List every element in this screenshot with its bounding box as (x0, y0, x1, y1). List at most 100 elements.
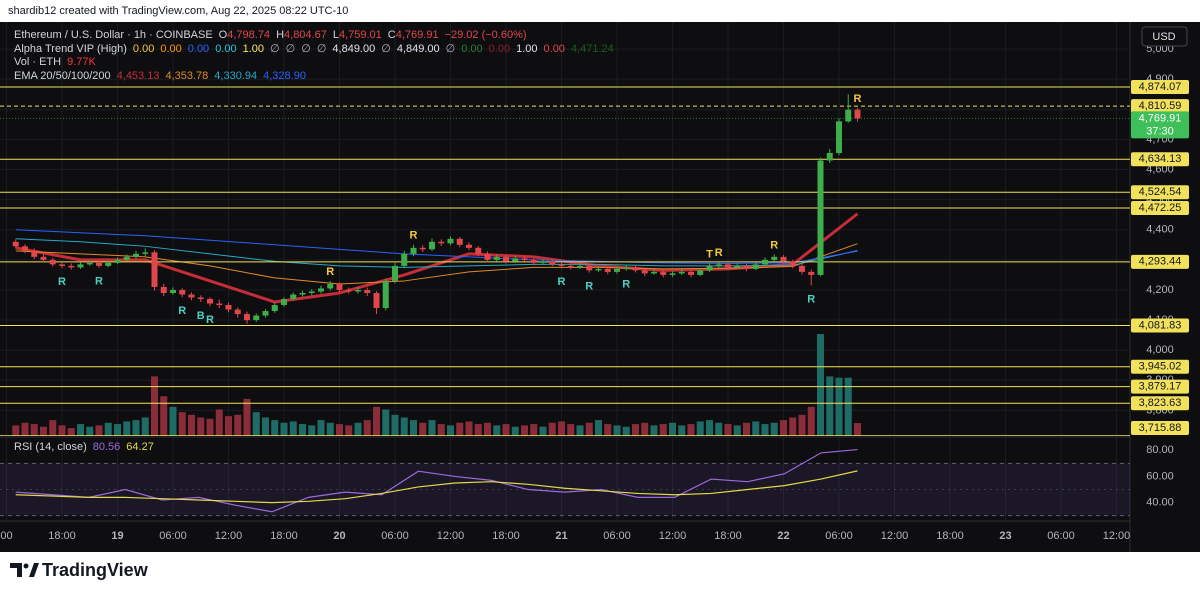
candle-body (12, 241, 19, 247)
level-label-box (1131, 379, 1189, 394)
x-tick-label: 12:00 (1103, 530, 1131, 542)
rsi-tick-label: 80.00 (1146, 444, 1174, 456)
volume-bar (511, 426, 519, 436)
candle-body (512, 258, 519, 262)
candle-body (826, 152, 833, 161)
volume-bar (595, 420, 602, 436)
candle-body (577, 265, 583, 268)
volume-bar (752, 421, 760, 436)
volume-bar (132, 420, 140, 436)
volume-bar (502, 424, 510, 436)
volume-bar (789, 417, 797, 436)
candle-body (336, 283, 343, 290)
countdown: 37:30 (1146, 125, 1174, 137)
candle-body (752, 264, 759, 269)
signal-above: R (326, 266, 334, 278)
volume-bar (437, 424, 445, 436)
signal-below: R (585, 280, 593, 292)
level-label: 4,081.83 (1139, 319, 1182, 331)
ema-line (15, 238, 858, 268)
currency-box[interactable] (1141, 26, 1188, 47)
candle-body (466, 244, 472, 248)
logo-shape (10, 563, 22, 577)
volume-bar (428, 420, 436, 436)
ema-line (15, 229, 858, 264)
volume-bar (234, 414, 242, 436)
volume-bar (188, 414, 195, 436)
legend-item: 64.27 (126, 441, 154, 453)
candle-body (262, 311, 269, 316)
volume-bar (539, 426, 547, 436)
signal-below: R (58, 276, 66, 288)
x-tick-label: 06:00 (825, 530, 853, 542)
legend-line: EMA 20/50/100/200 4,453.13 4,353.78 4,330.9… (14, 70, 306, 82)
candle-body (77, 264, 84, 268)
candle-body (355, 289, 361, 292)
candle-body (743, 265, 750, 269)
candle-body (771, 256, 778, 260)
signal-below: R (622, 279, 630, 291)
candle-body (373, 292, 380, 309)
level-label: 3,823.63 (1139, 397, 1182, 409)
legend-line: RSI (14, close) 80.56 64.27 (14, 441, 154, 453)
x-tick-label: 23 (999, 530, 1011, 542)
volume-bar (696, 421, 704, 436)
legend-item: ∅ (446, 43, 456, 55)
x-tick-label: 19 (111, 530, 123, 542)
legend-item: 4,353.78 (165, 70, 208, 82)
x-tick-label: 06:00 (1047, 530, 1075, 542)
candle-body (197, 297, 204, 300)
signal-below: R (178, 305, 186, 317)
candle-body (188, 294, 195, 298)
volume-bar (30, 424, 38, 436)
volume-bar (141, 417, 149, 436)
candle-body (808, 271, 815, 275)
y-tick-label: 4,400 (1146, 224, 1174, 236)
volume-bar (826, 376, 834, 436)
legend-item: 0.00 (544, 43, 565, 55)
volume-bar (798, 414, 806, 436)
volume-bar (104, 422, 112, 436)
level-label: 4,293.44 (1139, 256, 1182, 268)
volume-bar (761, 424, 769, 436)
volume-bar (400, 417, 408, 436)
volume-bar (724, 424, 732, 436)
legend-item: 4,798.74 (227, 29, 270, 41)
candle-body (290, 294, 297, 300)
legend-item: 9.77K (67, 56, 96, 68)
candle-body (688, 271, 694, 275)
x-tick-label: 18:00 (492, 530, 520, 542)
signal-below: R (558, 276, 566, 288)
volume-bar (49, 420, 57, 436)
candle-body (253, 315, 260, 321)
volume-bar (484, 422, 491, 436)
signal-below: R (95, 276, 103, 288)
legend-item: 4,328.90 (263, 70, 306, 82)
volume-bar (567, 424, 575, 436)
currency[interactable]: USD (1152, 31, 1175, 43)
legend-item: 4,804.67 (284, 29, 327, 41)
x-tick-label: 06:00 (603, 530, 631, 542)
volume-bar (326, 422, 334, 436)
volume-bar (854, 423, 861, 436)
level-label-box (1131, 421, 1189, 435)
candle-body (160, 286, 167, 293)
level-label-box (1131, 396, 1189, 411)
volume-bar (844, 377, 852, 436)
level-label: 4,810.59 (1139, 100, 1182, 112)
level-label-box (1131, 359, 1189, 374)
candle-body (419, 247, 426, 250)
candle-body (715, 264, 722, 266)
candle-body (401, 253, 408, 266)
level-label: 3,945.02 (1139, 361, 1182, 373)
candle-body (40, 256, 47, 260)
candle-body (170, 289, 176, 293)
legend-item: RSI (14, close) (14, 441, 87, 453)
candle-body (558, 264, 565, 266)
volume-bar (743, 422, 750, 436)
candle-body (308, 291, 315, 293)
candle-body (484, 253, 491, 260)
volume-bar (474, 424, 482, 436)
candle-body (49, 259, 56, 265)
